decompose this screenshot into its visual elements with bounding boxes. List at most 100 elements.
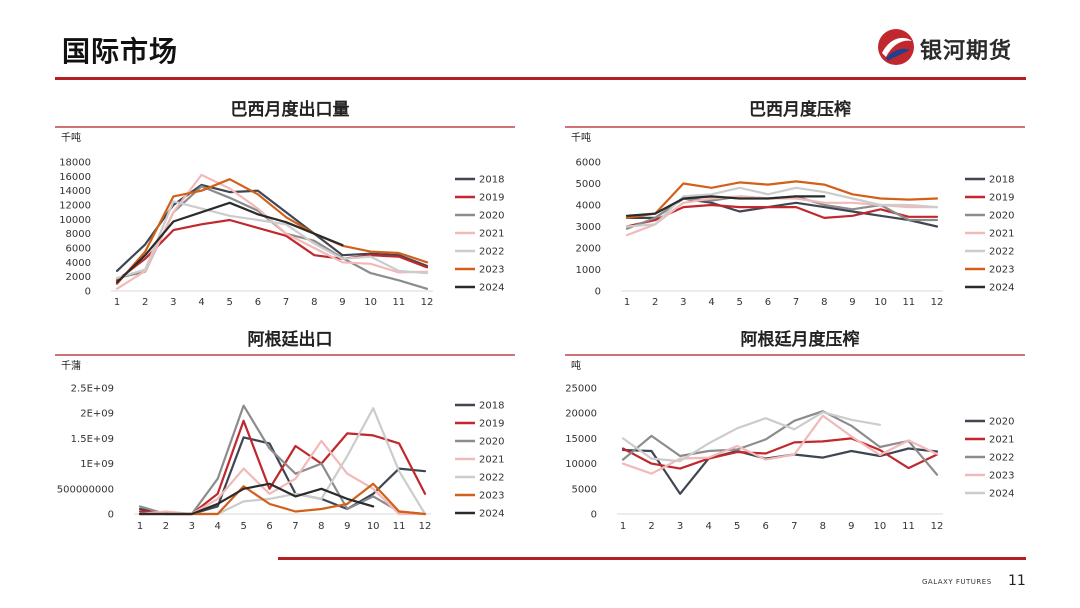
x-tick-label: 6: [763, 521, 769, 532]
y-tick-label: 1E+09: [80, 459, 114, 470]
x-tick-label: 3: [677, 521, 683, 532]
y-axis-unit: 千吨: [61, 131, 81, 144]
legend-label: 2020: [479, 437, 504, 448]
y-tick-label: 3000: [576, 222, 601, 233]
series-line-2023: [115, 178, 429, 285]
x-tick-label: 2: [142, 297, 148, 308]
series-line-2024: [138, 482, 375, 516]
x-tick-label: 1: [620, 521, 626, 532]
x-tick-label: 8: [311, 297, 317, 308]
legend-label: 2019: [479, 193, 504, 204]
x-tick-label: 9: [339, 297, 345, 308]
y-tick-label: 10000: [565, 459, 597, 470]
legend-label: 2018: [479, 175, 504, 186]
title-divider: [55, 77, 1026, 80]
y-tick-label: 25000: [565, 384, 597, 395]
chart-title: 巴西月度出口量: [231, 99, 350, 120]
x-tick-label: 12: [931, 297, 944, 308]
x-tick-label: 7: [292, 521, 298, 532]
legend-label: 2023: [479, 265, 504, 276]
series-line-2024: [621, 411, 881, 463]
x-tick-label: 5: [240, 521, 246, 532]
x-tick-label: 11: [902, 521, 915, 532]
page-title: 国际市场: [62, 35, 179, 68]
x-tick-label: 10: [364, 297, 377, 308]
y-tick-label: 0: [591, 510, 597, 521]
x-tick-label: 8: [820, 521, 826, 532]
y-tick-label: 12000: [59, 201, 91, 212]
galaxy-logo-icon: [878, 29, 914, 65]
y-tick-label: 5000: [576, 179, 601, 190]
series-line-2021: [625, 195, 939, 237]
legend-label: 2021: [479, 229, 504, 240]
series-line-2021: [138, 439, 427, 516]
y-tick-label: 6000: [66, 244, 91, 255]
legend-label: 2020: [989, 211, 1014, 222]
y-tick-label: 18000: [59, 158, 91, 169]
y-tick-label: 15000: [565, 434, 597, 445]
legend-label: 2021: [989, 435, 1014, 446]
x-tick-label: 4: [708, 297, 714, 308]
x-tick-label: 11: [902, 297, 915, 308]
y-tick-label: 0: [85, 287, 91, 298]
legend-label: 2021: [989, 229, 1014, 240]
y-axis-unit: 千蒲: [61, 359, 81, 372]
legend-label: 2024: [479, 283, 504, 294]
series-line-2019: [625, 203, 939, 228]
y-tick-label: 0: [595, 287, 601, 298]
x-tick-label: 10: [874, 521, 887, 532]
legend-label: 2023: [989, 471, 1014, 482]
legend-label: 2020: [479, 211, 504, 222]
legend-label: 2024: [989, 283, 1014, 294]
y-axis-unit: 千吨: [571, 131, 591, 144]
x-tick-label: 10: [874, 297, 887, 308]
x-tick-label: 7: [791, 521, 797, 532]
chart-title: 阿根廷出口: [248, 329, 333, 350]
y-tick-label: 16000: [59, 172, 91, 183]
legend-label: 2022: [479, 247, 504, 258]
y-tick-label: 2E+09: [80, 409, 114, 420]
x-tick-label: 9: [849, 297, 855, 308]
x-tick-label: 8: [318, 521, 324, 532]
footer-brand: GALAXY FUTURES: [922, 578, 992, 586]
legend-label: 2020: [989, 417, 1014, 428]
x-tick-label: 5: [737, 297, 743, 308]
x-tick-label: 12: [421, 297, 434, 308]
x-tick-label: 7: [283, 297, 289, 308]
y-tick-label: 2000: [576, 244, 601, 255]
series-line-2019: [138, 419, 427, 516]
x-tick-label: 12: [931, 521, 944, 532]
x-tick-label: 4: [198, 297, 204, 308]
x-tick-label: 5: [734, 521, 740, 532]
footer-divider: [278, 557, 1026, 560]
y-tick-label: 8000: [66, 229, 91, 240]
x-tick-label: 4: [215, 521, 221, 532]
y-tick-label: 4000: [66, 258, 91, 269]
x-tick-label: 9: [344, 521, 350, 532]
x-tick-label: 12: [419, 521, 432, 532]
x-tick-label: 2: [648, 521, 654, 532]
y-tick-label: 2.5E+09: [71, 384, 114, 395]
legend-label: 2022: [989, 453, 1014, 464]
series-line-2023: [625, 180, 939, 219]
company-logo: 银河期货: [876, 27, 1036, 67]
legend-label: 2022: [989, 247, 1014, 258]
y-tick-label: 1000: [576, 265, 601, 276]
y-tick-label: 0: [108, 510, 114, 521]
y-tick-label: 1.5E+09: [71, 434, 114, 445]
x-tick-label: 6: [266, 521, 272, 532]
chart-panel-argentina-exports: 阿根廷出口 千蒲 0 500000000 1E+09 1.5E+09 2E+09 2.5E+0…: [55, 325, 525, 535]
x-tick-label: 5: [227, 297, 233, 308]
chart-panel-argentina-crush: 阿根廷月度压榨吨 0 5000 10000 15000 20000 25000 1 2 3 4 5 6 7…: [565, 325, 1035, 535]
y-tick-label: 20000: [565, 409, 597, 420]
y-tick-label: 5000: [572, 484, 597, 495]
y-axis-unit: 吨: [571, 359, 581, 372]
y-tick-label: 4000: [576, 201, 601, 212]
chart-title: 阿根廷月度压榨: [741, 329, 860, 350]
legend-label: 2022: [479, 473, 504, 484]
x-tick-label: 3: [680, 297, 686, 308]
x-tick-label: 10: [367, 521, 380, 532]
